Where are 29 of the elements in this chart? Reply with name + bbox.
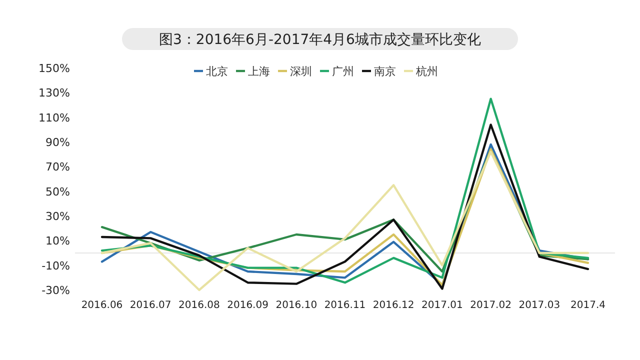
x-tick-label: 2016.12 xyxy=(372,300,414,311)
y-tick-label: 70% xyxy=(46,160,70,174)
legend-label: 南京 xyxy=(374,65,396,78)
x-tick-label: 2017.03 xyxy=(518,300,560,311)
x-tick-label: 2016.07 xyxy=(130,300,172,311)
legend-label: 上海 xyxy=(248,65,270,78)
x-tick-label: 2016.09 xyxy=(227,300,268,311)
legend-label: 深圳 xyxy=(290,65,312,78)
y-tick-label: 90% xyxy=(46,136,70,149)
y-tick-label: -10% xyxy=(42,259,70,272)
y-tick-label: 110% xyxy=(38,111,70,124)
y-tick-label: 10% xyxy=(46,234,70,248)
y-tick-label: -30% xyxy=(42,284,70,297)
y-tick-label: 130% xyxy=(38,86,70,100)
x-tick-label: 2017.01 xyxy=(422,300,463,311)
x-tick-label: 2016.08 xyxy=(178,300,220,311)
y-tick-label: 150% xyxy=(38,62,70,75)
x-tick-label: 2016.06 xyxy=(81,300,123,311)
legend-label: 杭州 xyxy=(415,65,438,78)
y-tick-label: 50% xyxy=(46,185,70,198)
y-tick-label: 30% xyxy=(46,210,70,223)
x-tick-label: 2016.11 xyxy=(324,300,366,311)
line-series xyxy=(100,98,590,284)
x-tick-label: 2016.10 xyxy=(276,300,318,311)
chart-title: 图3：2016年6月-2017年4月6城市成交量环比变化 xyxy=(159,32,481,48)
x-tick-label: 2017.02 xyxy=(470,300,512,311)
x-tick-label: 2017.4 xyxy=(570,300,606,311)
legend-label: 北京 xyxy=(206,65,228,78)
legend-label: 广州 xyxy=(332,65,354,78)
